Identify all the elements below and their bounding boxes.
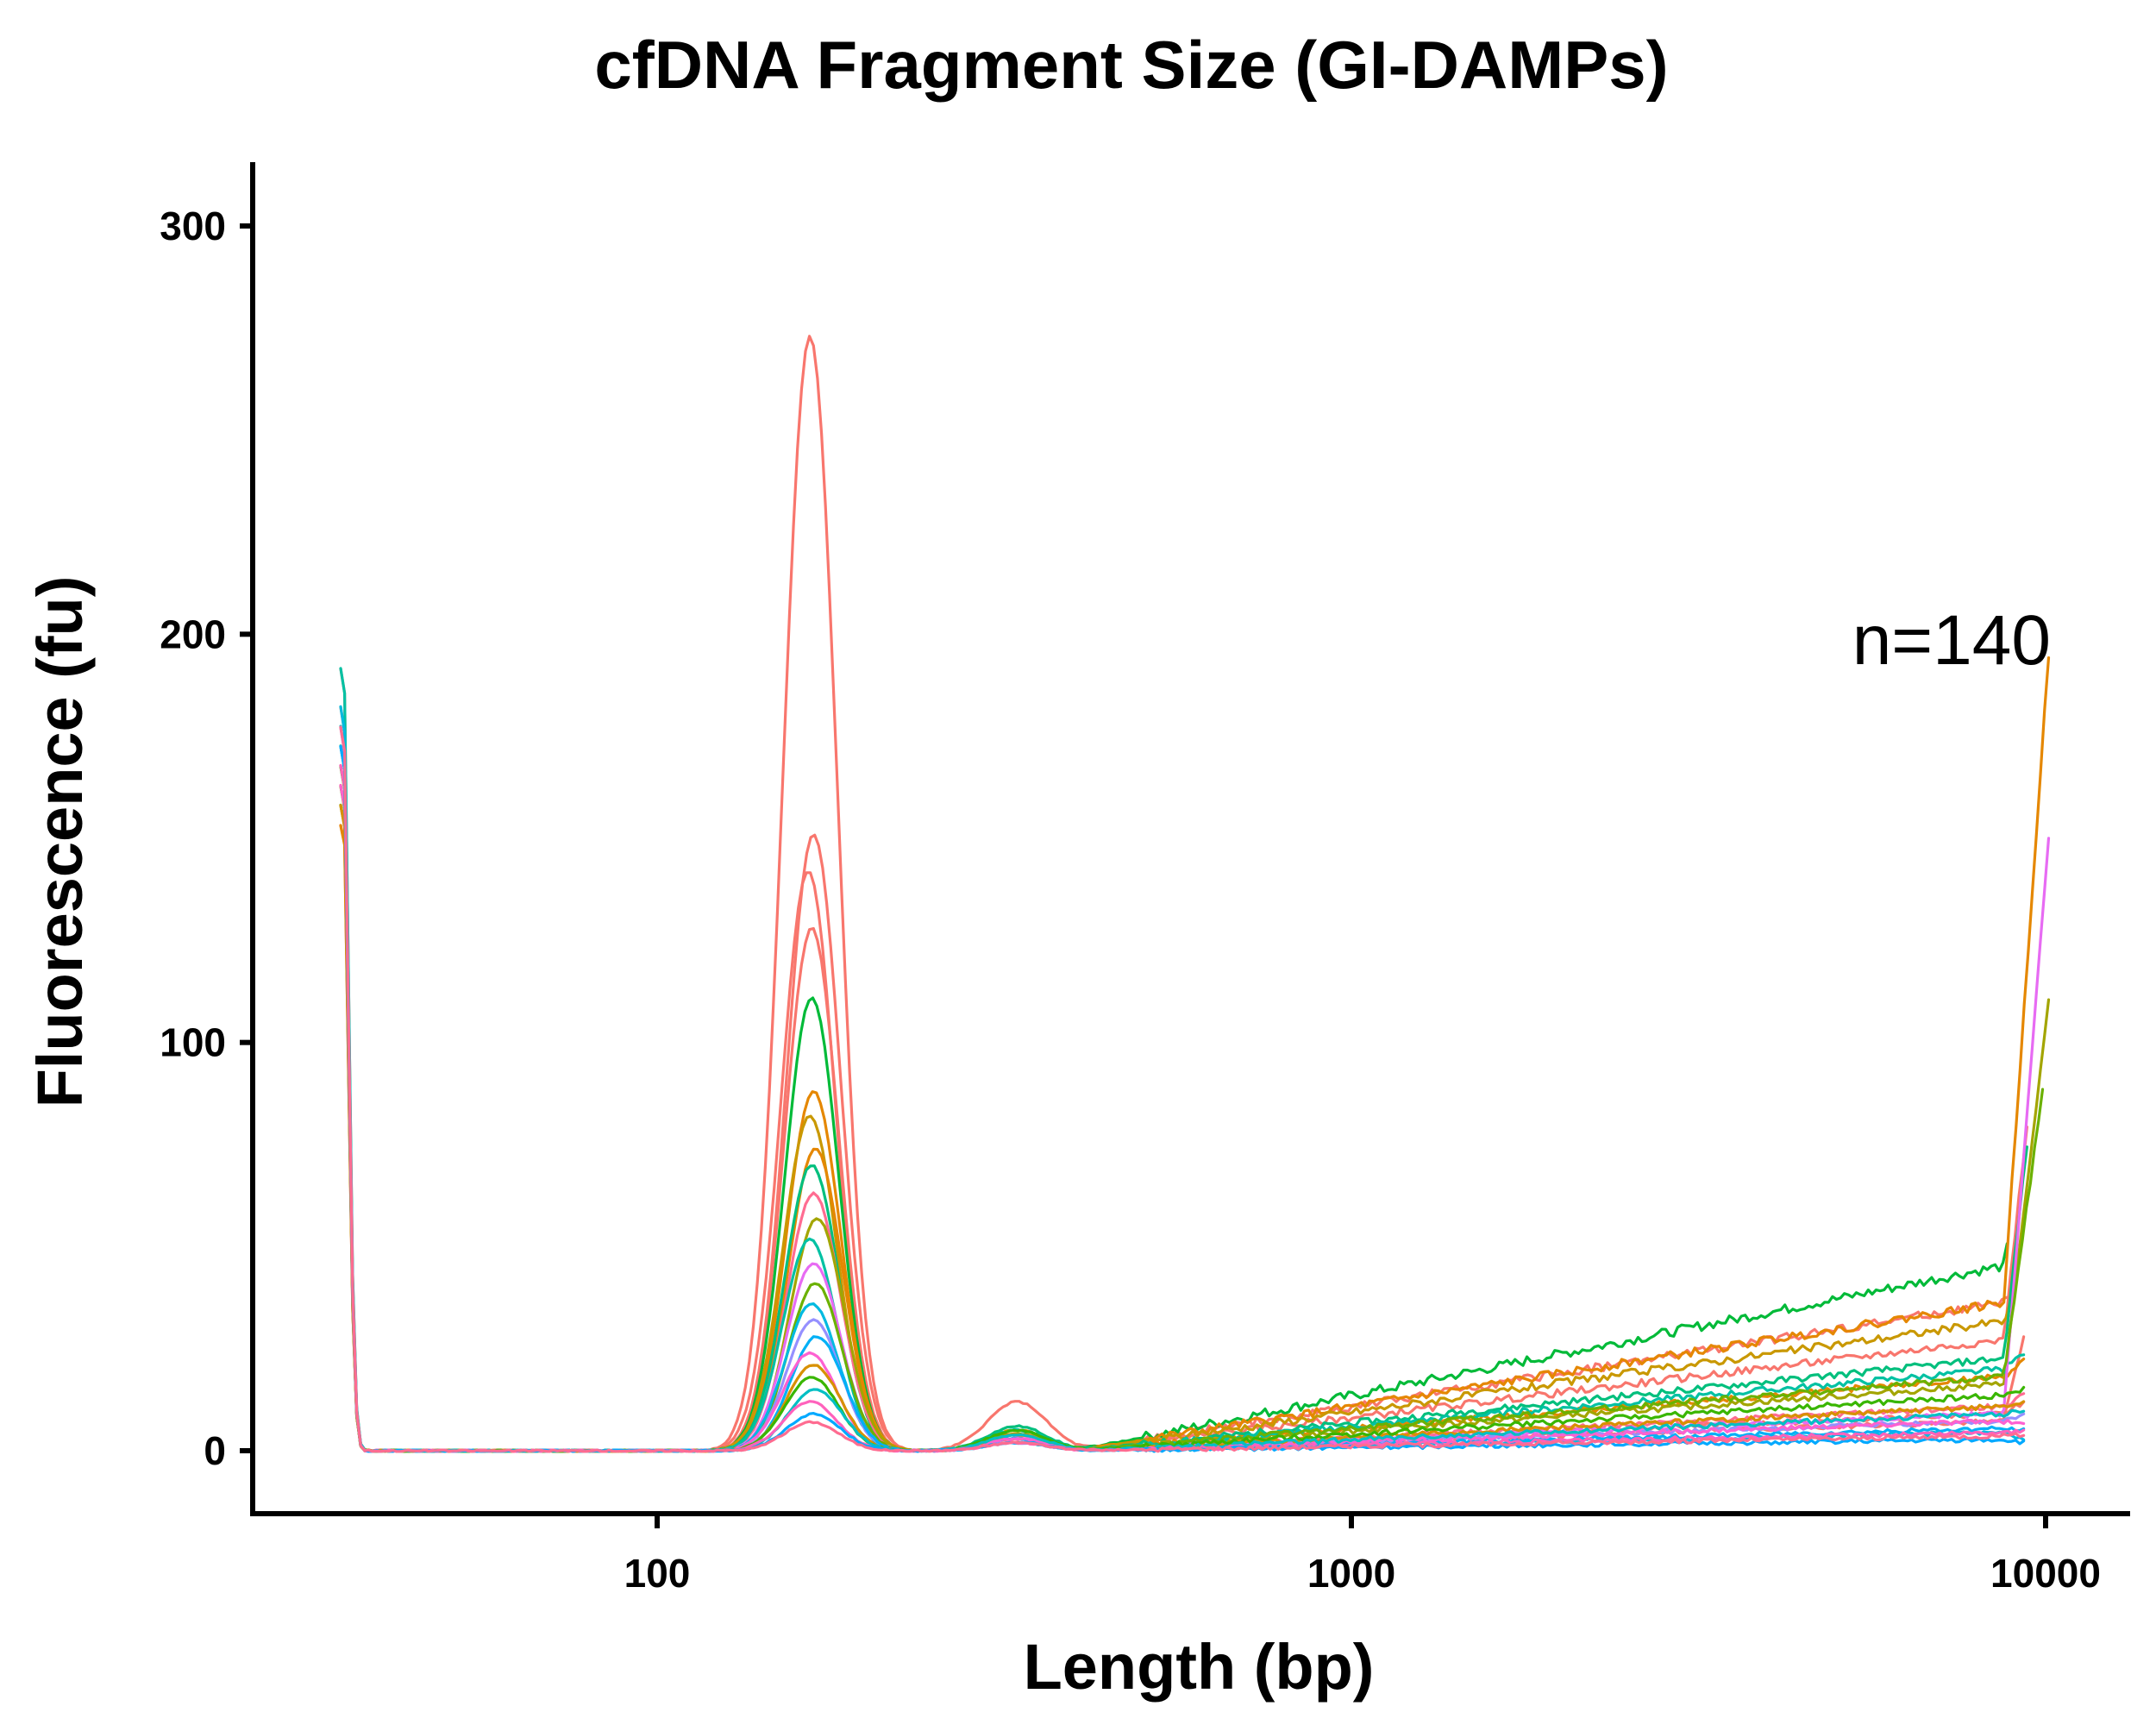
series-trace-line	[339, 764, 2026, 1453]
x-axis-ticks: 100 1000 10000	[624, 1514, 2101, 1596]
series-trace-line	[339, 763, 2028, 1453]
y-tick-label: 300	[160, 204, 226, 248]
series-trace-line	[339, 335, 2026, 1453]
series-trace-line	[339, 725, 2051, 1453]
y-axis-ticks: 0 100 200 300	[160, 204, 253, 1473]
x-tick-label: 10000	[1990, 1551, 2101, 1596]
series-trace-line	[339, 667, 2026, 1453]
series-trace-line	[339, 765, 2026, 1453]
x-tick-label: 100	[624, 1551, 691, 1596]
series-trace-line	[339, 744, 2026, 1453]
series-trace-line	[339, 803, 2051, 1453]
plot-area	[339, 335, 2051, 1453]
series-trace-line	[339, 744, 2028, 1453]
series-trace-line	[339, 824, 2015, 1453]
sample-count-annotation: n=140	[1852, 601, 2051, 680]
series-trace-line	[339, 783, 2026, 1453]
x-axis-title: Length (bp)	[1024, 1631, 1375, 1703]
series-trace-line	[339, 824, 2026, 1453]
series-trace-line	[339, 656, 2051, 1453]
x-tick-label: 1000	[1307, 1551, 1395, 1596]
y-axis-title: Fluorescence (fu)	[24, 576, 96, 1108]
series-trace-line	[339, 744, 2026, 1453]
series-trace-line	[339, 784, 2026, 1453]
y-tick-label: 100	[160, 1020, 226, 1065]
series-trace-line	[339, 803, 2009, 1453]
series-trace-line	[339, 724, 2026, 1453]
series-trace-line	[339, 725, 2026, 1453]
y-tick-label: 200	[160, 612, 226, 656]
series-trace-line	[339, 764, 2026, 1453]
series-trace-line	[339, 784, 2015, 1453]
y-tick-label: 0	[204, 1428, 226, 1473]
series-layer	[339, 335, 2051, 1453]
chart-title: cfDNA Fragment Size (GI-DAMPs)	[594, 27, 1668, 103]
